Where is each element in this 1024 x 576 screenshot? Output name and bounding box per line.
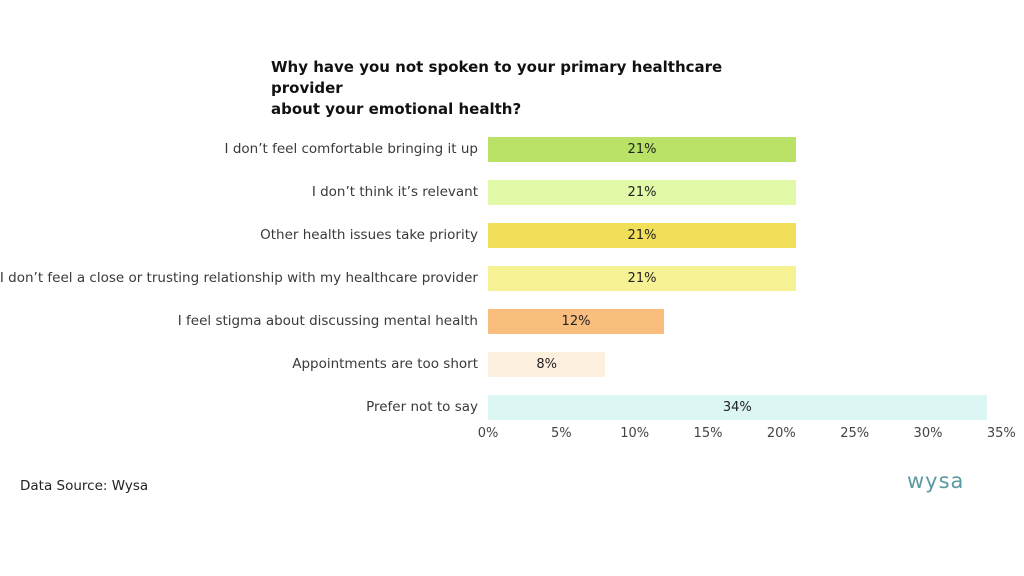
bar: 21% [488, 266, 796, 291]
bar-value-label: 21% [627, 142, 657, 157]
x-tick-label: 20% [766, 426, 796, 441]
bar: 21% [488, 223, 796, 248]
bar-value-label: 12% [561, 314, 591, 329]
category-label: I don’t think it’s relevant [311, 184, 478, 200]
category-label: I don’t feel a close or trusting relatio… [0, 270, 478, 286]
x-tick-label: 15% [693, 426, 723, 441]
bar: 34% [488, 395, 987, 420]
x-tick-label: 30% [913, 426, 943, 441]
bar: 21% [488, 137, 796, 162]
bar-value-label: 21% [627, 185, 657, 200]
wysa-logo: wysa [907, 469, 965, 493]
bar: 21% [488, 180, 796, 205]
chart-title: Why have you not spoken to your primary … [271, 57, 791, 120]
bar-value-label: 34% [722, 400, 752, 415]
x-tick-label: 35% [986, 426, 1016, 441]
x-tick-label: 25% [840, 426, 870, 441]
category-label: Appointments are too short [292, 356, 478, 372]
category-label: I don’t feel comfortable bringing it up [224, 141, 478, 157]
x-tick-label: 5% [551, 426, 572, 441]
x-tick-label: 10% [620, 426, 650, 441]
bar: 8% [488, 352, 606, 377]
x-tick-label: 0% [477, 426, 499, 441]
bar-value-label: 21% [627, 228, 657, 243]
category-label: I feel stigma about discussing mental he… [177, 313, 478, 329]
bar-value-label: 8% [536, 357, 557, 372]
category-label: Prefer not to say [366, 399, 478, 415]
bar-value-label: 21% [627, 271, 657, 286]
chart-title-line-2: about your emotional health? [271, 100, 522, 118]
bar: 12% [488, 309, 664, 334]
data-source: Data Source: Wysa [20, 478, 149, 494]
chart-title-line-1: Why have you not spoken to your primary … [271, 58, 723, 97]
category-label: Other health issues take priority [260, 227, 478, 243]
